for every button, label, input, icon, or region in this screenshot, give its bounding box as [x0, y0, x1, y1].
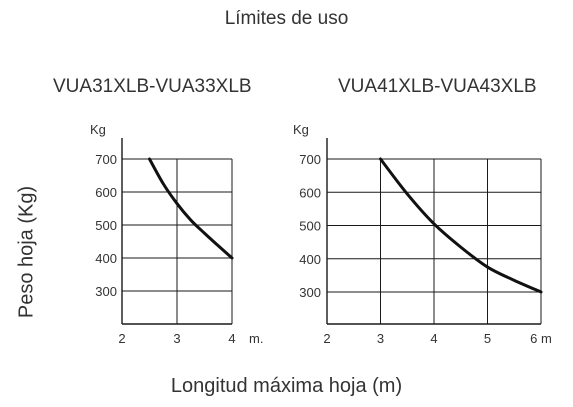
y-tick-label-600: 600 [95, 185, 117, 200]
chart-title-vua31-33: VUA31XLB-VUA33XLB [53, 76, 252, 97]
y-tick-label-300: 300 [95, 284, 117, 299]
y-tick-label-600: 600 [299, 185, 321, 200]
y-tick-label-700: 700 [95, 152, 117, 167]
y-tick-label-500: 500 [95, 218, 117, 233]
plot-vua41-43: 300 400 500 600 700 Kg 2 3 4 5 6 m [293, 122, 552, 346]
x-tick-label-3: 3 [377, 331, 384, 346]
y-tick-label-400: 400 [299, 252, 321, 267]
x-tick-label-2: 2 [323, 331, 330, 346]
y-unit-label: Kg [293, 122, 309, 137]
y-tick-label-700: 700 [299, 152, 321, 167]
y-tick-label-400: 400 [95, 251, 117, 266]
page-title: Límites de uso [224, 8, 349, 29]
x-tick-label-6: 6 m [530, 331, 552, 346]
plot-vua31-33: 300 400 500 600 700 Kg 2 3 4 m. [90, 122, 263, 346]
y-tick-label-500: 500 [299, 219, 321, 234]
x-tick-label-2: 2 [118, 331, 125, 346]
series-line-0 [379, 157, 543, 294]
y-unit-label: Kg [90, 122, 106, 137]
x-axis-label: Longitud máxima hoja (m) [170, 375, 403, 397]
series-line-0 [148, 157, 234, 260]
x-unit-label: m. [249, 331, 263, 346]
y-tick-label-300: 300 [299, 285, 321, 300]
x-tick-label-3: 3 [173, 331, 180, 346]
x-tick-label-5: 5 [484, 331, 491, 346]
x-tick-label-4: 4 [228, 331, 235, 346]
chart-title-vua41-43: VUA41XLB-VUA43XLB [338, 76, 537, 97]
x-tick-label-4: 4 [430, 331, 437, 346]
